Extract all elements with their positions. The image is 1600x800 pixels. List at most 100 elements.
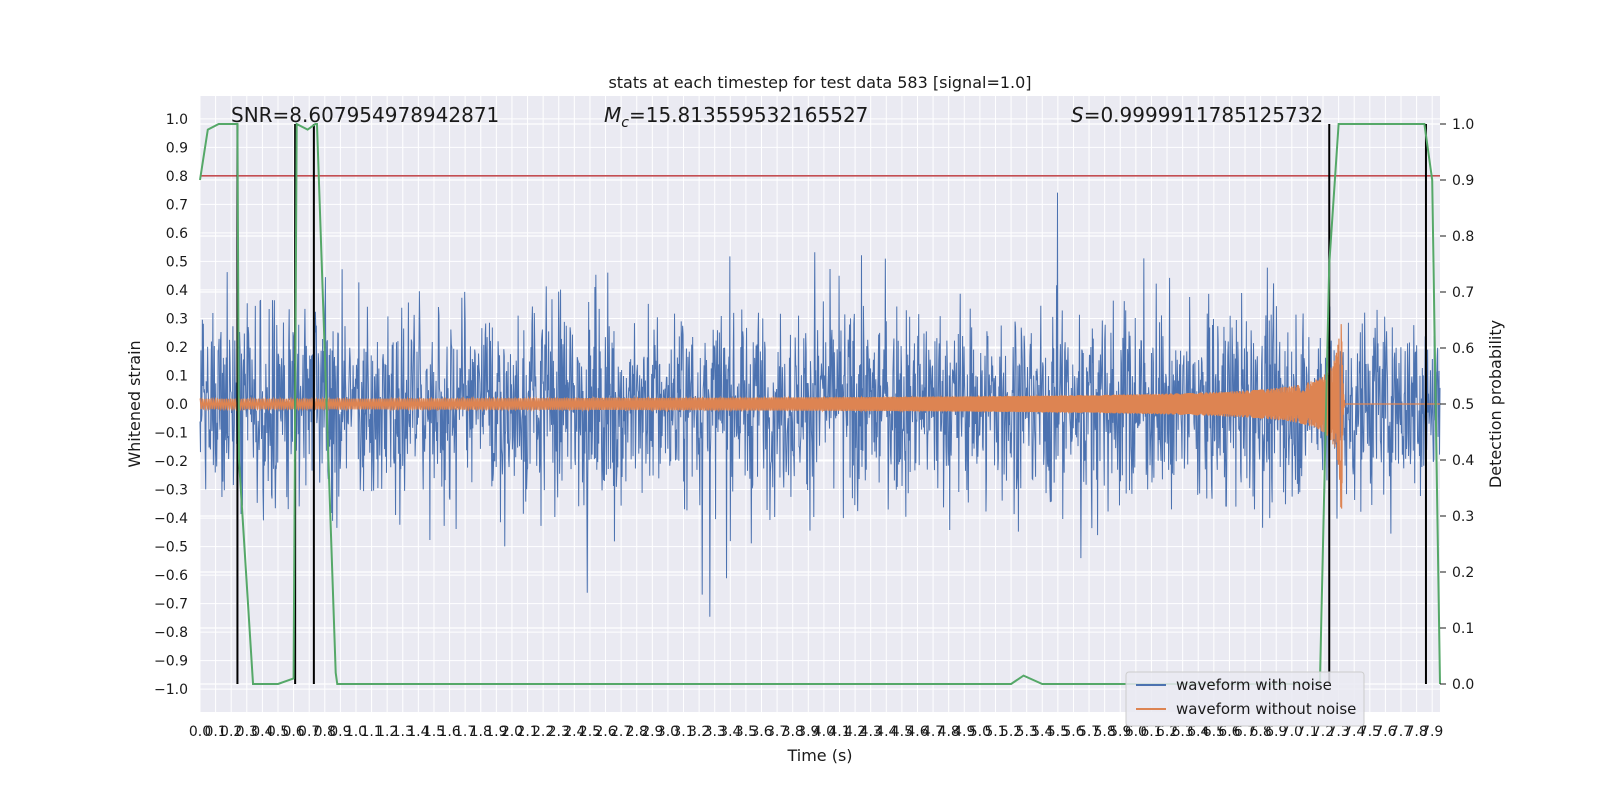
x-tick-label: 1.5 — [423, 724, 445, 740]
legend-label-clean: waveform without noise — [1176, 700, 1356, 718]
x-tick-label: 7.8 — [1405, 724, 1427, 740]
series-detection-probability — [199, 122, 1441, 685]
x-tick-label: 1.3 — [392, 724, 414, 740]
x-tick-label: 0.7 — [298, 724, 320, 740]
x-tick-label: 7.5 — [1359, 724, 1381, 740]
x-tick-label: 0.6 — [282, 724, 304, 740]
series-waveform-without-noise — [199, 324, 1440, 509]
x-tick-label: 5.9 — [1109, 724, 1131, 740]
x-tick-label: 6.0 — [1125, 724, 1147, 740]
x-tick-label: 2.9 — [641, 724, 663, 740]
x-tick-label: 5.5 — [1047, 724, 1069, 740]
y-left-tick-label: −0.1 — [154, 426, 188, 442]
x-tick-label: 4.8 — [938, 724, 960, 740]
x-tick-label: 0.4 — [251, 724, 273, 740]
x-tick-label: 4.3 — [860, 724, 882, 740]
legend: waveform with noise waveform without noi… — [1125, 671, 1365, 727]
x-tick-label: 0.1 — [204, 724, 226, 740]
x-tick-label: 4.5 — [891, 724, 913, 740]
snr-annotation: SNR=8.607954978942871 — [231, 103, 499, 127]
y-axis-right-ticks: 1.0 0.9 0.8 0.7 0.6 0.5 0.4 0.3 0.2 0.1 0.0 — [1440, 117, 1474, 693]
y-axis-left-label: Whitened strain — [125, 340, 144, 467]
x-tick-label: 6.4 — [1187, 724, 1209, 740]
x-tick-label: 4.7 — [922, 724, 944, 740]
x-tick-label: 6.6 — [1218, 724, 1240, 740]
y-left-tick-label: 0.2 — [166, 340, 188, 356]
x-tick-label: 1.4 — [407, 724, 429, 740]
y-right-tick-label: 0.9 — [1452, 173, 1474, 189]
y-right-tick-label: 0.5 — [1452, 397, 1474, 413]
x-tick-label: 1.0 — [345, 724, 367, 740]
y-right-tick-label: 0.8 — [1452, 229, 1474, 245]
x-tick-label: 6.5 — [1203, 724, 1225, 740]
x-tick-label: 3.8 — [782, 724, 804, 740]
series-waveform-with-noise — [199, 192, 1441, 617]
detection-probability-line — [199, 122, 1441, 685]
x-tick-label: 7.3 — [1327, 724, 1349, 740]
waveform-with-noise-line — [199, 192, 1441, 617]
x-tick-label: 5.8 — [1094, 724, 1116, 740]
x-tick-label: 1.2 — [376, 724, 398, 740]
x-tick-label: 0.2 — [220, 724, 242, 740]
x-tick-label: 3.9 — [797, 724, 819, 740]
s-value: =0.9999911785125732 — [1084, 103, 1323, 127]
x-tick-label: 5.3 — [1016, 724, 1038, 740]
x-tick-label: 7.1 — [1296, 724, 1318, 740]
x-tick-label: 3.3 — [704, 724, 726, 740]
x-tick-label: 1.7 — [454, 724, 476, 740]
x-tick-label: 4.4 — [875, 724, 897, 740]
y-left-tick-label: 0.8 — [166, 169, 188, 185]
y-axis-left-ticks: 1.0 0.9 0.8 0.7 0.6 0.5 0.4 0.3 0.2 0.1 0.0 −0.1 −0.… — [154, 112, 188, 698]
x-tick-label: 6.9 — [1265, 724, 1287, 740]
mc-symbol: M — [604, 103, 621, 127]
x-tick-label: 3.5 — [735, 724, 757, 740]
y-left-tick-label: −0.5 — [154, 540, 188, 556]
y-left-tick-label: 0.9 — [166, 140, 188, 156]
x-tick-label: 7.2 — [1312, 724, 1334, 740]
x-tick-label: 0.8 — [314, 724, 336, 740]
y-left-tick-label: 1.0 — [166, 112, 188, 128]
s-symbol: S — [1071, 103, 1084, 127]
y-left-tick-label: 0.4 — [166, 283, 188, 299]
x-tick-label: 0.0 — [189, 724, 211, 740]
x-tick-label: 5.4 — [1031, 724, 1053, 740]
x-tick-label: 7.4 — [1343, 724, 1365, 740]
y-left-tick-label: −0.8 — [154, 625, 188, 641]
x-tick-label: 5.7 — [1078, 724, 1100, 740]
y-left-tick-label: −0.3 — [154, 483, 188, 499]
x-tick-label: 5.1 — [984, 724, 1006, 740]
legend-label-noise: waveform with noise — [1176, 676, 1332, 694]
x-tick-label: 1.9 — [485, 724, 507, 740]
x-tick-label: 2.6 — [594, 724, 616, 740]
x-tick-label: 7.0 — [1281, 724, 1303, 740]
x-tick-label: 2.8 — [626, 724, 648, 740]
y-right-tick-label: 1.0 — [1452, 117, 1474, 133]
x-tick-label: 1.6 — [438, 724, 460, 740]
y-left-tick-label: −0.4 — [154, 511, 188, 527]
mc-subscript: c — [621, 115, 629, 131]
x-tick-label: 2.7 — [610, 724, 632, 740]
x-tick-label: 4.9 — [953, 724, 975, 740]
y-right-tick-label: 0.3 — [1452, 509, 1474, 525]
y-left-tick-label: 0.6 — [166, 226, 188, 242]
x-tick-label: 1.1 — [360, 724, 382, 740]
mc-annotation: Mc=15.813559532165527 — [604, 103, 868, 131]
y-right-tick-label: 0.6 — [1452, 341, 1474, 357]
x-axis-ticks: 0.00.10.20.30.40.50.60.70.80.91.01.11.21… — [189, 724, 1443, 740]
y-left-tick-label: −0.9 — [154, 654, 188, 670]
x-tick-label: 1.8 — [470, 724, 492, 740]
y-left-tick-label: −0.6 — [154, 568, 188, 584]
x-tick-label: 4.2 — [844, 724, 866, 740]
x-tick-label: 2.0 — [501, 724, 523, 740]
x-tick-label: 6.8 — [1249, 724, 1271, 740]
x-tick-label: 2.3 — [548, 724, 570, 740]
s-annotation: S=0.9999911785125732 — [1071, 103, 1323, 127]
x-tick-label: 2.1 — [516, 724, 538, 740]
x-tick-label: 5.0 — [969, 724, 991, 740]
x-tick-label: 4.0 — [813, 724, 835, 740]
x-tick-label: 7.7 — [1390, 724, 1412, 740]
x-tick-label: 2.5 — [579, 724, 601, 740]
x-tick-label: 6.1 — [1140, 724, 1162, 740]
x-tick-label: 3.1 — [672, 724, 694, 740]
